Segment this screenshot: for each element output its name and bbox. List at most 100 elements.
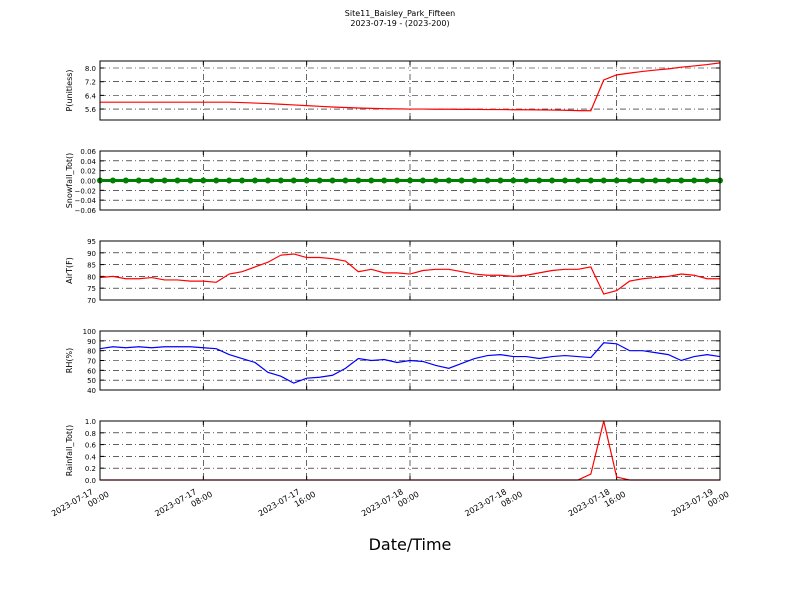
plot-frame xyxy=(99,240,721,301)
data-marker xyxy=(471,177,478,184)
data-marker xyxy=(355,177,362,184)
data-marker xyxy=(226,177,233,184)
data-marker xyxy=(135,177,142,184)
data-marker xyxy=(303,177,310,184)
y-tick-label: 80 xyxy=(87,273,96,281)
y-axis-label: P(unitless) xyxy=(65,69,74,111)
y-axis-label: RH(%) xyxy=(65,348,74,373)
data-marker xyxy=(549,177,556,184)
data-marker xyxy=(213,177,220,184)
data-marker xyxy=(252,177,258,184)
y-tick-label: 70 xyxy=(87,358,96,366)
y-axis-label: AirT(F) xyxy=(65,257,74,284)
x-tick-label: 2023-07-18 08:00 xyxy=(463,481,524,527)
data-line xyxy=(99,342,721,384)
data-marker xyxy=(407,177,413,184)
plot-frame xyxy=(99,150,721,211)
y-tick-label: 0.2 xyxy=(85,465,96,473)
data-marker xyxy=(148,177,155,184)
x-tick-label: 2023-07-17 08:00 xyxy=(153,481,214,527)
data-line xyxy=(99,253,720,295)
data-marker xyxy=(381,177,388,184)
y-tick-label: 7.2 xyxy=(85,79,96,87)
y-tick-label: 85 xyxy=(87,262,96,270)
y-tick-label: 90 xyxy=(87,250,96,258)
y-axis-label: Rainfall_Tot() xyxy=(65,425,74,477)
data-marker xyxy=(652,177,659,184)
plot-frame xyxy=(99,420,721,481)
y-tick-label: 0.06 xyxy=(80,148,96,156)
y-tick-label: 100 xyxy=(83,328,96,336)
y-tick-label: 0.8 xyxy=(85,430,96,438)
x-tick-label: 2023-07-17 00:00 xyxy=(50,481,111,527)
data-marker xyxy=(678,177,685,184)
data-marker xyxy=(394,177,401,184)
data-marker xyxy=(626,177,633,184)
data-marker xyxy=(368,177,375,184)
data-marker xyxy=(109,177,116,184)
y-tick-label: 0.0 xyxy=(85,477,96,485)
plot-frame xyxy=(99,60,721,121)
data-marker xyxy=(419,177,426,184)
y-tick-label: 0.4 xyxy=(85,453,97,461)
y-tick-label: 0.6 xyxy=(85,442,97,450)
data-marker xyxy=(161,177,168,184)
plot-frame xyxy=(99,330,721,391)
data-marker xyxy=(174,177,181,184)
x-tick-label: 2023-07-18 16:00 xyxy=(567,481,628,527)
data-marker xyxy=(329,177,336,184)
data-marker xyxy=(484,177,491,184)
y-tick-label: 6.4 xyxy=(85,92,97,100)
data-marker xyxy=(458,177,465,184)
y-tick-label: 5.6 xyxy=(85,106,97,114)
data-marker xyxy=(264,177,271,184)
x-axis-label: Date/Time xyxy=(369,535,452,554)
data-marker xyxy=(574,177,581,184)
y-tick-label: 70 xyxy=(87,297,96,305)
data-marker xyxy=(316,177,323,184)
data-marker xyxy=(187,177,194,184)
data-marker xyxy=(200,177,207,184)
y-tick-label: 0.04 xyxy=(80,158,96,166)
data-marker xyxy=(510,177,517,184)
y-tick-label: −0.04 xyxy=(75,197,97,205)
data-marker xyxy=(587,177,594,184)
data-marker xyxy=(432,177,439,184)
chart-title: Site11_Baisley_Park_Fifteen xyxy=(345,9,455,18)
x-tick-label: 2023-07-18 00:00 xyxy=(360,481,421,527)
data-marker xyxy=(523,177,530,184)
data-marker xyxy=(277,177,284,184)
data-marker xyxy=(665,177,672,184)
y-tick-label: 50 xyxy=(87,377,96,385)
y-tick-label: 40 xyxy=(87,387,96,395)
y-tick-label: 80 xyxy=(87,348,96,356)
y-tick-label: −0.06 xyxy=(75,207,97,215)
chart-subtitle: 2023-07-19 - (2023-200) xyxy=(350,19,449,28)
y-tick-label: 0.00 xyxy=(80,178,96,186)
x-tick-label: 2023-07-17 16:00 xyxy=(257,481,318,527)
data-marker xyxy=(290,177,297,184)
data-marker xyxy=(562,177,568,184)
x-tick-label: 2023-07-19 00:00 xyxy=(670,481,731,527)
data-marker xyxy=(497,177,504,184)
y-tick-label: 1.0 xyxy=(85,418,96,426)
data-marker xyxy=(445,177,452,184)
y-tick-label: −0.02 xyxy=(75,187,96,195)
data-line xyxy=(100,62,721,112)
y-tick-label: 90 xyxy=(87,338,96,346)
y-axis-label: Snowfall_Tot() xyxy=(65,153,74,209)
data-marker xyxy=(239,177,246,184)
y-tick-label: 75 xyxy=(87,285,96,293)
data-marker xyxy=(122,177,129,184)
y-tick-label: 60 xyxy=(87,367,96,375)
data-marker xyxy=(613,177,620,184)
y-tick-label: 95 xyxy=(87,238,96,246)
data-marker xyxy=(704,177,711,184)
y-tick-label: 0.02 xyxy=(80,168,96,176)
data-marker xyxy=(639,177,646,184)
data-marker xyxy=(342,177,349,184)
data-marker xyxy=(536,177,543,184)
data-marker xyxy=(600,177,607,184)
